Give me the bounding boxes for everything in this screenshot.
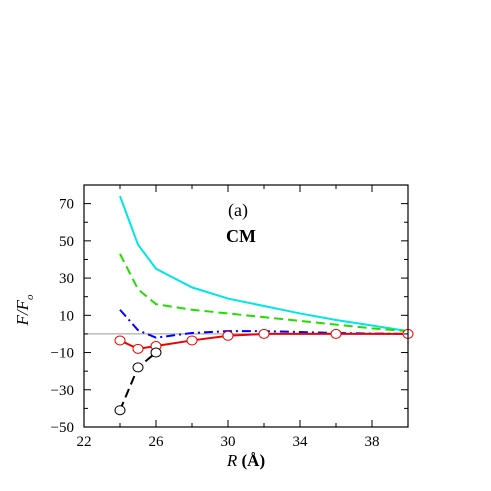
x-axis-title: R (Å): [226, 451, 265, 470]
x-tick-label: 26: [149, 434, 165, 450]
series-3-point: [114, 335, 126, 346]
series-3-point: [132, 343, 144, 354]
y-tick-label: −30: [51, 383, 74, 399]
y-tick-label: −50: [51, 420, 74, 436]
plot-frame: [83, 184, 409, 428]
series-4-point: [114, 405, 126, 416]
x-tick-label: 34: [293, 434, 309, 450]
series-4-point: [132, 362, 144, 373]
y-tick-label: −10: [51, 346, 74, 362]
y-tick-label: 70: [59, 197, 74, 213]
y-axis-title: F/Fo: [13, 294, 36, 327]
axes-layer: 22 26 30 34 38 −50 −30 −10 10 30 50 70: [51, 184, 409, 450]
series-layer: [114, 195, 414, 416]
series-4-point: [150, 347, 162, 358]
series-3-point: [186, 335, 198, 346]
x-axis-title-rest: (Å): [237, 451, 265, 470]
series-line-4: [119, 351, 157, 411]
y-axis-subscript: o: [24, 294, 36, 300]
annotation-a: (a): [228, 200, 248, 221]
y-tick-label: 50: [59, 234, 74, 250]
series-line-0: [119, 195, 409, 333]
annotation-cm: CM: [226, 226, 256, 246]
y-tick-label: 10: [59, 308, 74, 324]
series-3-point: [222, 330, 234, 341]
series-line-1: [119, 253, 409, 333]
svg-text:F/Fo: F/Fo: [13, 294, 36, 327]
x-tick-label: 38: [365, 434, 380, 450]
series-line-2: [119, 309, 409, 339]
y-tick-label: 30: [59, 271, 74, 287]
series-3-point: [258, 328, 270, 339]
series-3-point: [330, 328, 342, 339]
x-tick-label: 22: [77, 434, 92, 450]
x-tick-label: 30: [221, 434, 236, 450]
